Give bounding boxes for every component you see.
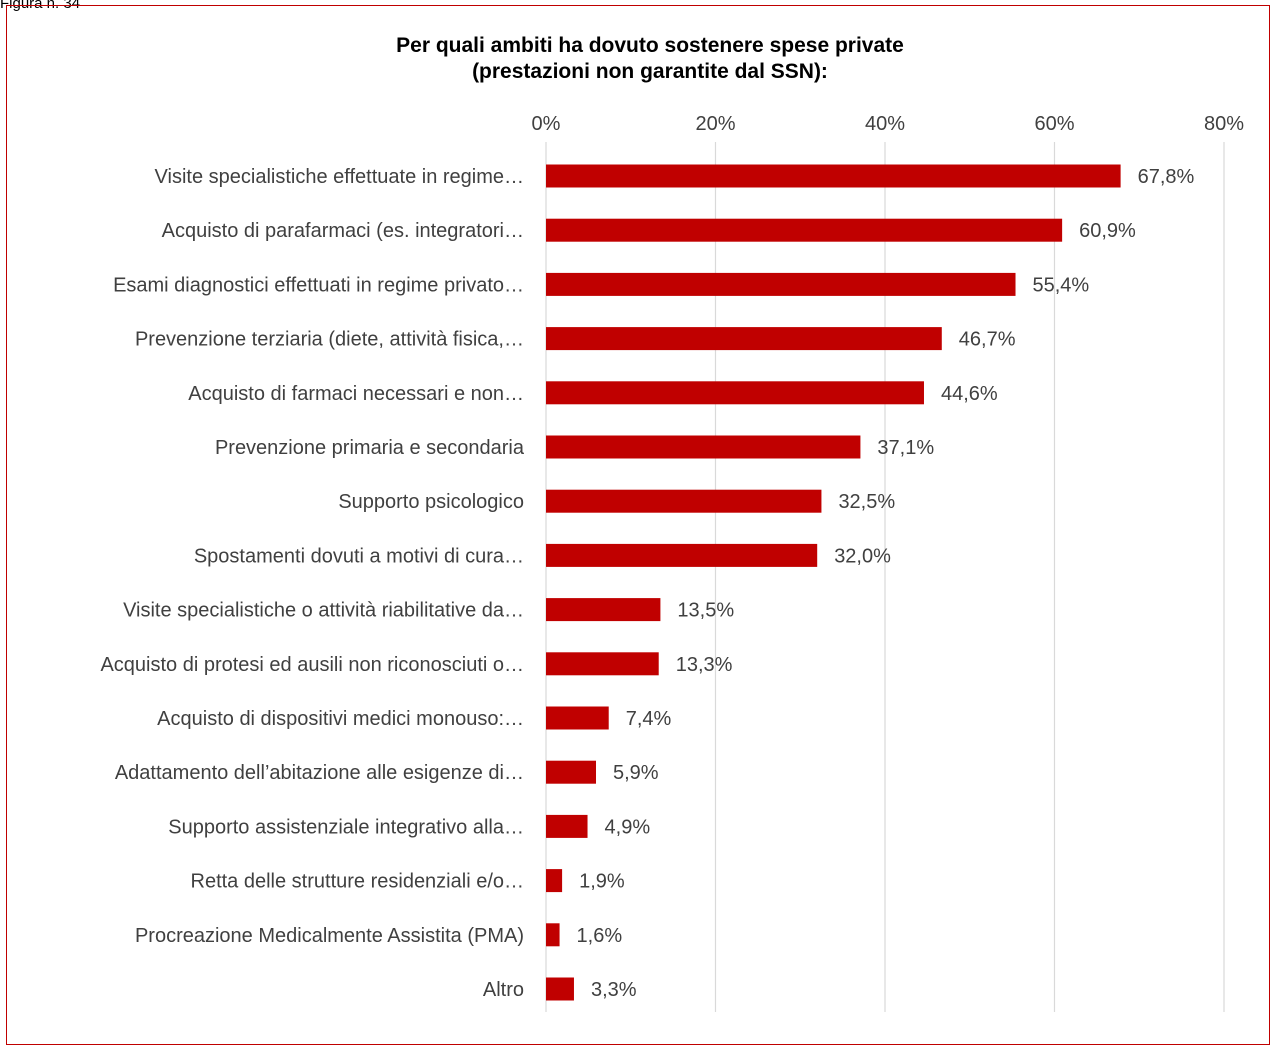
data-label: 1,9% bbox=[579, 871, 625, 893]
x-tick-label: 40% bbox=[865, 113, 905, 135]
category-label: Prevenzione primaria e secondaria bbox=[215, 437, 525, 459]
category-label: Acquisto di dispositivi medici monouso:… bbox=[157, 708, 524, 730]
x-tick-label: 80% bbox=[1204, 113, 1244, 135]
x-tick-label: 0% bbox=[532, 113, 561, 135]
category-label: Supporto psicologico bbox=[338, 491, 524, 513]
bar bbox=[546, 218, 1063, 242]
data-label: 32,5% bbox=[838, 491, 895, 513]
category-label: Acquisto di protesi ed ausili non ricono… bbox=[100, 654, 524, 676]
bar bbox=[546, 923, 560, 947]
bar bbox=[546, 869, 563, 893]
category-label: Prevenzione terziaria (diete, attività f… bbox=[135, 329, 524, 351]
data-label: 44,6% bbox=[941, 383, 998, 405]
bar bbox=[546, 543, 818, 567]
category-label: Visite specialistiche o attività riabili… bbox=[123, 600, 524, 622]
category-label: Supporto assistenziale integrativo alla… bbox=[168, 816, 524, 838]
category-label: Visite specialistiche effettuate in regi… bbox=[155, 166, 524, 188]
bar bbox=[546, 327, 942, 351]
category-label: Acquisto di parafarmaci (es. integratori… bbox=[162, 220, 524, 242]
bar bbox=[546, 598, 661, 622]
bar bbox=[546, 814, 588, 838]
data-label: 60,9% bbox=[1079, 220, 1136, 242]
category-label: Esami diagnostici effettuati in regime p… bbox=[113, 274, 524, 296]
category-label: Acquisto di farmaci necessari e non… bbox=[188, 383, 524, 405]
category-label: Spostamenti dovuti a motivi di cura… bbox=[194, 545, 524, 567]
data-label: 32,0% bbox=[834, 545, 891, 567]
bar bbox=[546, 381, 924, 405]
chart-title-line-2: (prestazioni non garantite dal SSN): bbox=[472, 60, 828, 83]
data-label: 13,3% bbox=[676, 654, 733, 676]
data-label: 1,6% bbox=[577, 925, 623, 947]
bar bbox=[546, 760, 597, 784]
bar bbox=[546, 272, 1016, 296]
data-label: 67,8% bbox=[1138, 166, 1195, 188]
data-label: 7,4% bbox=[626, 708, 672, 730]
category-label: Altro bbox=[483, 979, 524, 1001]
category-label: Procreazione Medicalmente Assistita (PMA… bbox=[135, 925, 524, 947]
category-label: Retta delle strutture residenziali e/o… bbox=[191, 871, 525, 893]
bar bbox=[546, 977, 574, 1001]
data-label: 46,7% bbox=[959, 329, 1016, 351]
data-label: 13,5% bbox=[677, 600, 734, 622]
bar bbox=[546, 706, 609, 730]
data-label: 4,9% bbox=[605, 816, 651, 838]
bar bbox=[546, 489, 822, 513]
x-tick-label: 60% bbox=[1034, 113, 1074, 135]
data-label: 37,1% bbox=[877, 437, 934, 459]
bar bbox=[546, 164, 1121, 188]
category-label: Adattamento dell’abitazione alle esigenz… bbox=[115, 762, 524, 784]
chart-title-line-1: Per quali ambiti ha dovuto sostenere spe… bbox=[396, 34, 904, 57]
bar bbox=[546, 652, 659, 676]
data-label: 5,9% bbox=[613, 762, 659, 784]
data-label: 3,3% bbox=[591, 979, 637, 1001]
x-tick-label: 20% bbox=[695, 113, 735, 135]
data-label: 55,4% bbox=[1033, 274, 1090, 296]
bar bbox=[546, 435, 861, 459]
